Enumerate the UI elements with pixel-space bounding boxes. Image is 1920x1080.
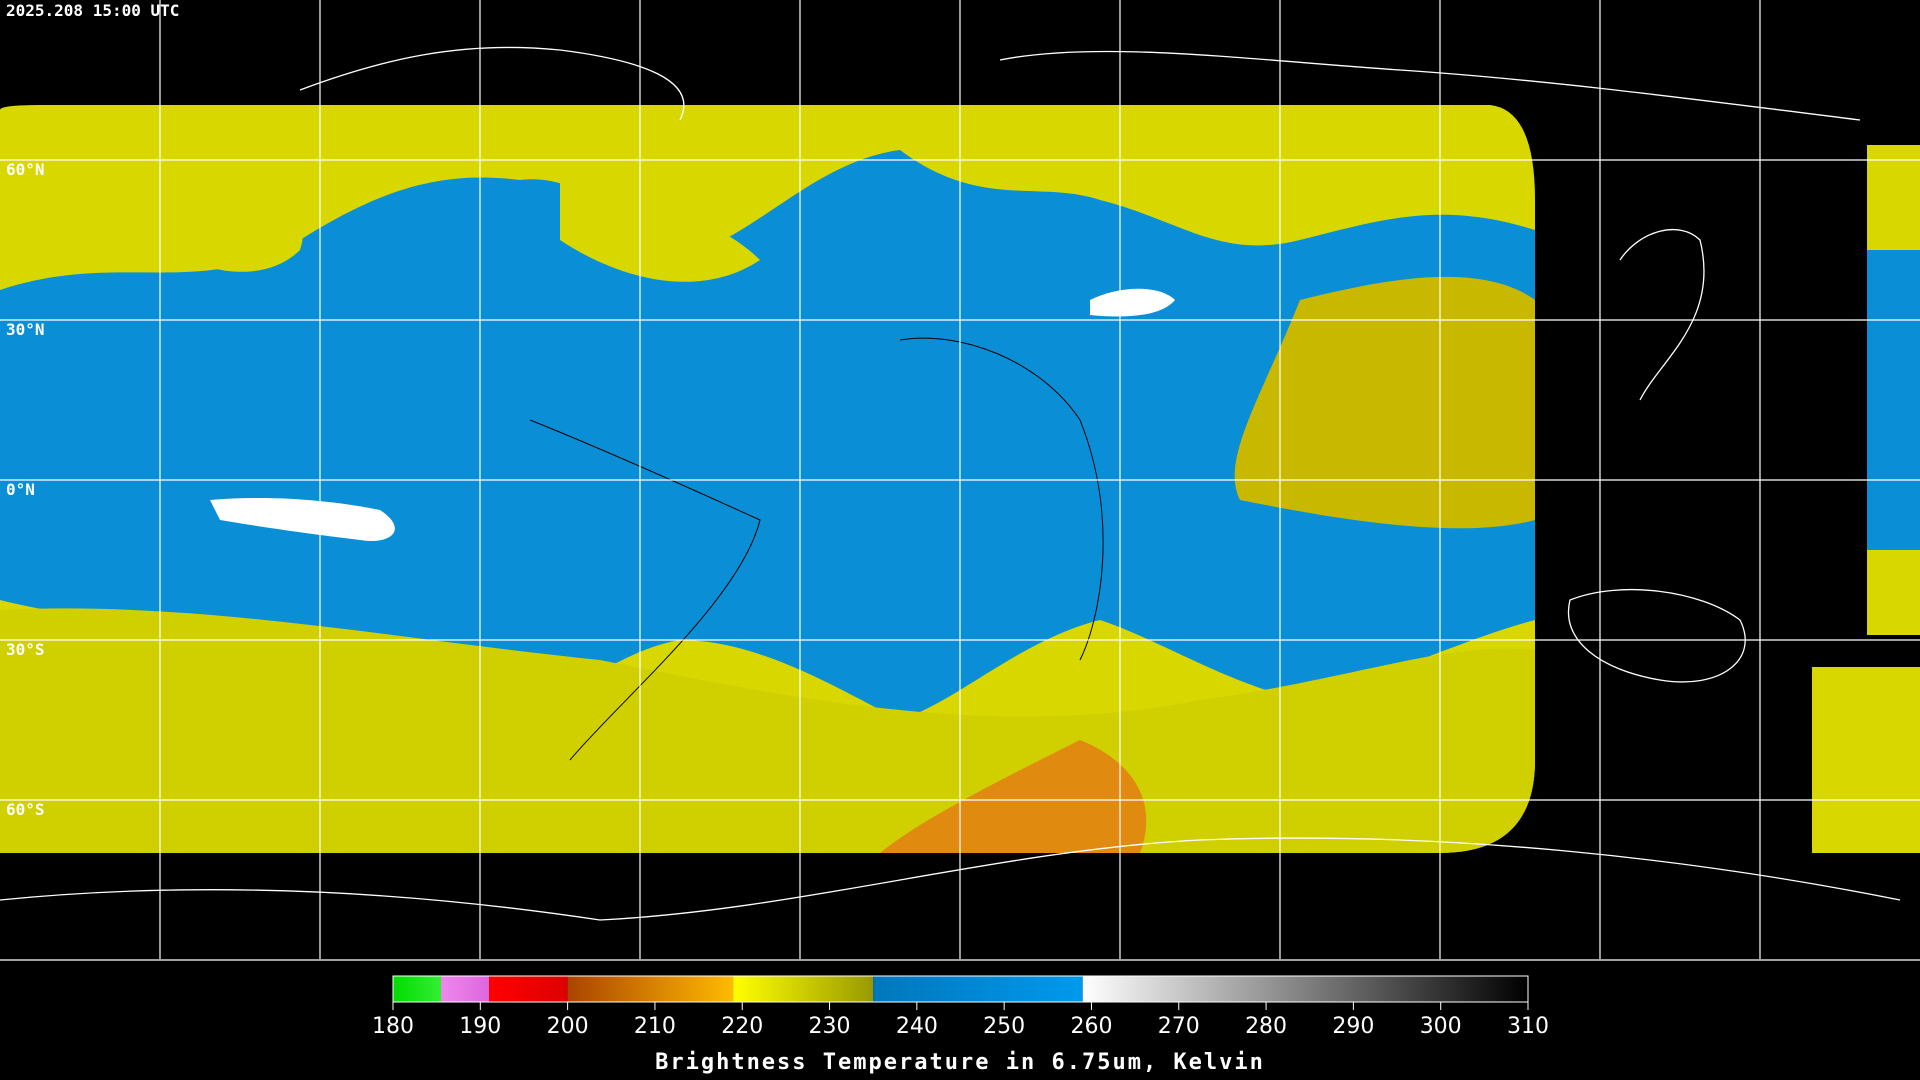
colorbar-title: Brightness Temperature in 6.75um, Kelvin (655, 1050, 1265, 1075)
colorbar-segment (873, 976, 1083, 1002)
latitude-label: 60°N (6, 160, 45, 179)
colorbar: 180 190 200 210 220 230 240 250 260 270 280 290 300 3… (372, 975, 1549, 1039)
coastlines (0, 46, 1901, 921)
latitude-labels: 60°N 30°N 0°N 30°S 60°S (6, 160, 45, 819)
colorbar-frame (392, 975, 1529, 1003)
colorbar-tick-label: 270 (1158, 1014, 1200, 1039)
cloud-field-south (0, 608, 1535, 853)
coastline (0, 837, 1901, 921)
colorbar-tick-label: 280 (1245, 1014, 1287, 1039)
warm-spot (1090, 288, 1175, 317)
warm-spot (210, 498, 395, 541)
coastline (1619, 228, 1705, 401)
coastline (1567, 588, 1746, 683)
colorbar-segment (1082, 976, 1528, 1002)
imagery (0, 105, 1920, 853)
colorbar-tick-label: 180 (372, 1014, 414, 1039)
dry-strip (1867, 250, 1920, 550)
coastline (999, 50, 1861, 121)
convection (1234, 276, 1535, 529)
cloud-swirl (121, 148, 304, 272)
coastline (529, 419, 761, 761)
colorbar-tick-label: 310 (1507, 1014, 1549, 1039)
latitude-label: 60°S (6, 800, 45, 819)
coastline (299, 46, 685, 121)
cold-cloud (880, 740, 1147, 853)
colorbar-tick-label: 210 (634, 1014, 676, 1039)
colorbar-segment (441, 976, 490, 1002)
colorbar-segment (489, 976, 568, 1002)
colorbar-tick-label: 220 (721, 1014, 763, 1039)
colorbar-tick-label: 200 (547, 1014, 589, 1039)
latitude-label: 0°N (6, 480, 35, 499)
colorbar-tick-label: 300 (1420, 1014, 1462, 1039)
timestamp: 2025.208 15:00 UTC (6, 1, 179, 20)
colorbar-tick-label: 260 (1070, 1014, 1112, 1039)
colorbar-segment (393, 976, 442, 1002)
coastline (899, 337, 1104, 661)
colorbar-tick-label: 250 (983, 1014, 1025, 1039)
cloud-swirl (560, 180, 760, 282)
cloud-strip (1812, 667, 1920, 853)
colorbar-tick-label: 190 (459, 1014, 501, 1039)
graticule (0, 0, 1920, 961)
colorbar-tick-label: 290 (1332, 1014, 1374, 1039)
colorbar-segment (733, 976, 874, 1002)
colorbar-tick-label: 240 (896, 1014, 938, 1039)
colorbar-tick-label: 230 (809, 1014, 851, 1039)
colorbar-segment (567, 976, 734, 1002)
latitude-label: 30°N (6, 320, 45, 339)
latitude-label: 30°S (6, 640, 45, 659)
